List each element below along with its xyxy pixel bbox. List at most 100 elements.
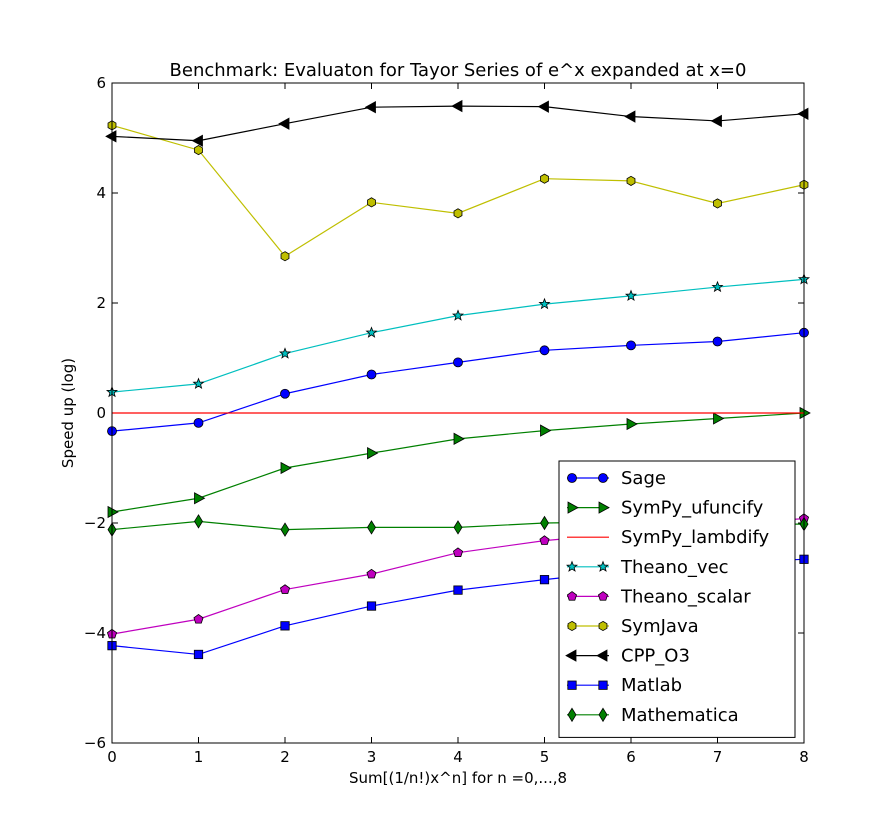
data-point	[280, 388, 290, 399]
legend-marker	[567, 473, 577, 483]
data-point	[626, 417, 638, 431]
legend-item: CPP_O3	[565, 646, 690, 667]
data-point	[194, 514, 203, 529]
legend-label: Mathematica	[621, 705, 739, 726]
data-point	[540, 173, 549, 184]
data-point	[626, 175, 636, 186]
data-point	[713, 412, 725, 425]
legend-item: Matlab	[567, 675, 682, 696]
series-symjava	[107, 120, 809, 262]
axes-frame	[111, 82, 805, 744]
y-tick-label: −4	[84, 624, 106, 642]
data-point	[194, 492, 206, 505]
legend-label: Theano_scalar	[620, 586, 751, 607]
legend-marker	[598, 707, 608, 723]
series-sympy-ufuncify	[107, 406, 811, 519]
series-theano-vec	[105, 273, 811, 398]
data-point	[624, 289, 638, 301]
data-point	[278, 347, 292, 359]
legend-marker	[567, 501, 579, 514]
data-point	[280, 251, 290, 262]
data-point	[367, 446, 379, 460]
series-cpp-o3	[105, 99, 809, 147]
y-axis-label: Speed up (log)	[59, 358, 77, 468]
legend-marker	[596, 649, 608, 662]
legend-label: CPP_O3	[621, 646, 690, 667]
data-point	[280, 621, 290, 631]
legend-marker	[598, 501, 610, 514]
data-point	[712, 336, 723, 347]
legend-item: Theano_vec	[565, 557, 729, 578]
legend: Sage SymPy_ufuncify SymPy_lambdify Theano_v…	[558, 460, 796, 738]
data-point	[279, 584, 291, 594]
legend-marker	[597, 591, 609, 601]
data-point	[452, 547, 464, 557]
legend-marker	[598, 680, 608, 690]
y-tick-label: 0	[96, 404, 106, 422]
data-point	[710, 114, 722, 128]
legend-item: SymPy_ufuncify	[567, 498, 764, 519]
data-point	[713, 198, 722, 209]
legend-marker	[598, 620, 608, 632]
data-point	[711, 280, 724, 293]
data-point	[453, 357, 463, 368]
data-point	[278, 117, 290, 130]
legend-marker	[566, 591, 578, 601]
legend-marker	[567, 707, 577, 723]
legend-marker	[598, 473, 608, 483]
x-tick-label: 8	[799, 748, 809, 766]
data-point	[193, 613, 204, 624]
legend-marker	[565, 649, 577, 662]
data-point	[366, 369, 377, 380]
x-tick-label: 0	[107, 748, 117, 766]
data-point	[538, 297, 551, 310]
data-point	[193, 649, 204, 660]
legend-marker	[567, 680, 577, 690]
data-point	[539, 575, 550, 585]
data-point	[453, 585, 463, 595]
y-tick-label: −6	[84, 734, 106, 752]
data-point	[451, 99, 463, 113]
data-point	[539, 345, 550, 356]
legend-marker	[565, 560, 579, 572]
data-point	[453, 208, 463, 219]
data-point	[540, 515, 549, 531]
data-point	[626, 340, 636, 351]
data-point	[797, 107, 809, 120]
data-point	[107, 505, 119, 519]
data-point	[364, 101, 376, 114]
data-point	[537, 100, 549, 113]
data-point	[191, 134, 203, 147]
legend-label: SymJava	[621, 616, 699, 637]
data-point	[624, 110, 636, 123]
legend-item: Theano_scalar	[566, 586, 751, 607]
legend-label: SymPy_lambdify	[621, 527, 770, 548]
x-tick-label: 4	[453, 748, 463, 766]
data-point	[367, 520, 376, 535]
data-point	[280, 522, 290, 537]
data-point	[365, 326, 378, 338]
legend-label: Theano_vec	[620, 557, 729, 578]
data-point	[453, 520, 463, 535]
legend-marker	[596, 560, 610, 572]
data-point	[280, 461, 292, 475]
data-point	[366, 568, 377, 579]
series-sage	[107, 327, 809, 437]
data-point	[451, 309, 465, 321]
data-point	[105, 130, 117, 143]
legend-label: Sage	[621, 468, 666, 489]
legend-label: SymPy_ufuncify	[621, 498, 764, 519]
data-point	[192, 377, 205, 389]
x-tick-label: 6	[626, 748, 636, 766]
y-tick-label: 2	[96, 294, 106, 312]
series-line-theano-vec	[111, 278, 805, 393]
data-point	[366, 601, 377, 611]
x-axis-label: Sum[(1/n!)x^n] for n =0,...,8	[349, 769, 567, 787]
x-tick-label: 1	[194, 748, 204, 766]
data-point	[453, 432, 465, 446]
x-tick-label: 3	[367, 748, 377, 766]
legend-item: Mathematica	[567, 705, 739, 726]
data-point	[539, 535, 550, 545]
data-point	[367, 197, 376, 208]
